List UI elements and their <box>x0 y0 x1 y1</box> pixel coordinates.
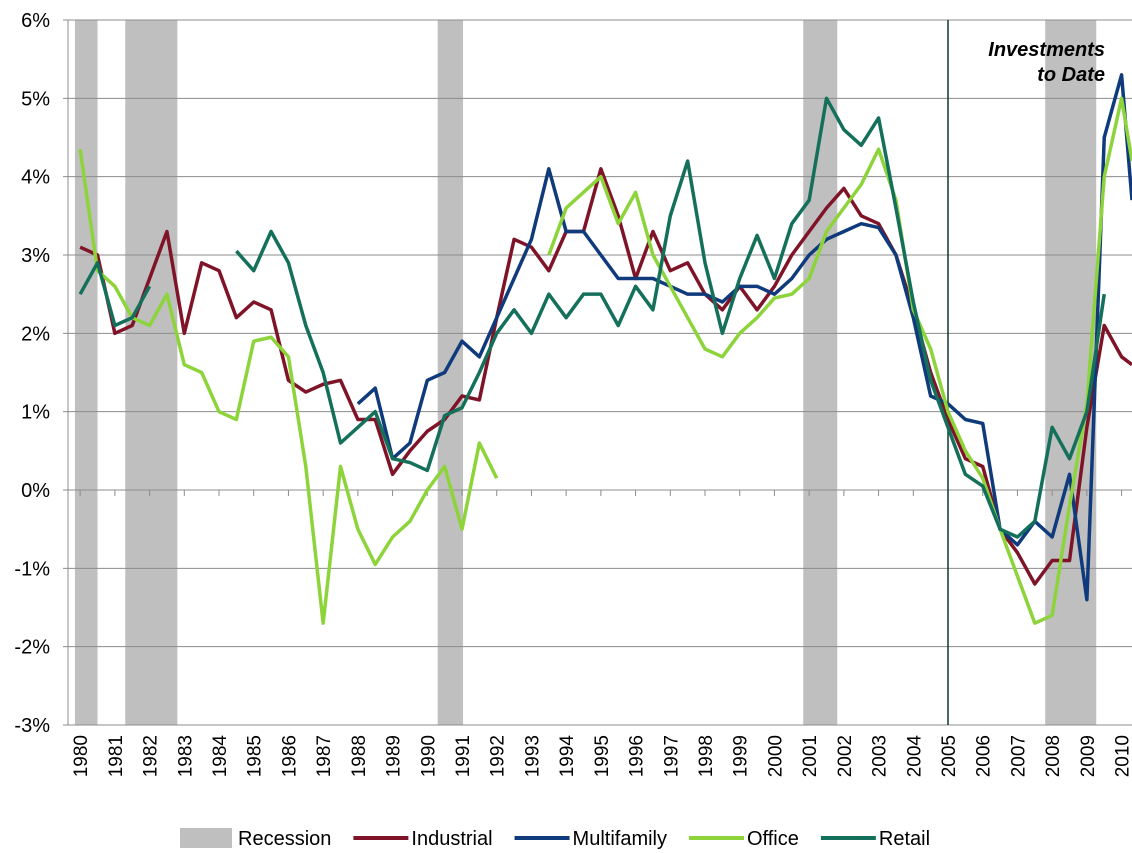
series-line <box>78 96 1106 539</box>
x-tick-label: 1996 <box>627 735 648 777</box>
x-tick-label: 1980 <box>71 735 92 777</box>
x-tick-label: 1999 <box>731 735 752 777</box>
x-tick-label: 1989 <box>384 735 405 777</box>
y-tick-label: 0% <box>21 480 50 502</box>
x-tick-label: 1994 <box>557 735 578 778</box>
y-tick-label: 2% <box>21 323 50 345</box>
y-tick-label: 6% <box>21 10 50 32</box>
x-tick-label: 1986 <box>279 735 300 777</box>
legend-swatch <box>180 828 232 848</box>
x-tick-label: 1993 <box>522 735 543 777</box>
annotation: to Date <box>1037 64 1105 86</box>
x-tick-label: 2005 <box>939 735 960 777</box>
legend-label: Retail <box>879 828 930 850</box>
y-tick-label: 1% <box>21 402 50 424</box>
y-tick-label: -1% <box>14 558 50 580</box>
x-tick-label: 1997 <box>661 735 682 777</box>
series-line <box>356 73 1132 602</box>
legend-label: Multifamily <box>573 828 667 850</box>
x-tick-label: 1984 <box>210 735 231 778</box>
annotation: Investments <box>988 39 1105 61</box>
x-tick-label: 1998 <box>696 735 717 777</box>
x-tick-label: 1981 <box>106 735 127 777</box>
x-tick-label: 2009 <box>1078 735 1099 777</box>
y-tick-label: -3% <box>14 715 50 737</box>
x-tick-label: 1992 <box>488 735 509 777</box>
x-tick-label: 1987 <box>314 735 335 777</box>
y-tick-label: 3% <box>21 245 50 267</box>
y-tick-label: 5% <box>21 88 50 110</box>
legend-label: Industrial <box>411 828 492 850</box>
x-tick-label: 1982 <box>141 735 162 777</box>
x-tick-label: 2001 <box>800 735 821 777</box>
series-line <box>78 96 1132 625</box>
x-tick-label: 2010 <box>1113 735 1132 777</box>
y-tick-label: -2% <box>14 637 50 659</box>
recession-band <box>125 20 178 725</box>
x-tick-label: 2003 <box>870 735 891 777</box>
x-tick-label: 2000 <box>765 735 786 777</box>
x-tick-label: 2007 <box>1008 735 1029 777</box>
x-tick-label: 1983 <box>175 735 196 777</box>
x-tick-label: 2004 <box>904 735 925 778</box>
y-tick-label: 4% <box>21 167 50 189</box>
x-tick-label: 1990 <box>418 735 439 777</box>
x-tick-label: 2008 <box>1043 735 1064 777</box>
recession-band <box>74 20 98 725</box>
x-tick-label: 2002 <box>835 735 856 777</box>
legend-label: Recession <box>238 828 331 850</box>
x-tick-label: 1991 <box>453 735 474 777</box>
x-tick-label: 1995 <box>592 735 613 777</box>
x-tick-label: 2006 <box>974 735 995 777</box>
x-tick-label: 1988 <box>349 735 370 777</box>
series-line <box>79 167 1132 586</box>
legend-label: Office <box>747 828 799 850</box>
x-tick-label: 1985 <box>245 735 266 777</box>
